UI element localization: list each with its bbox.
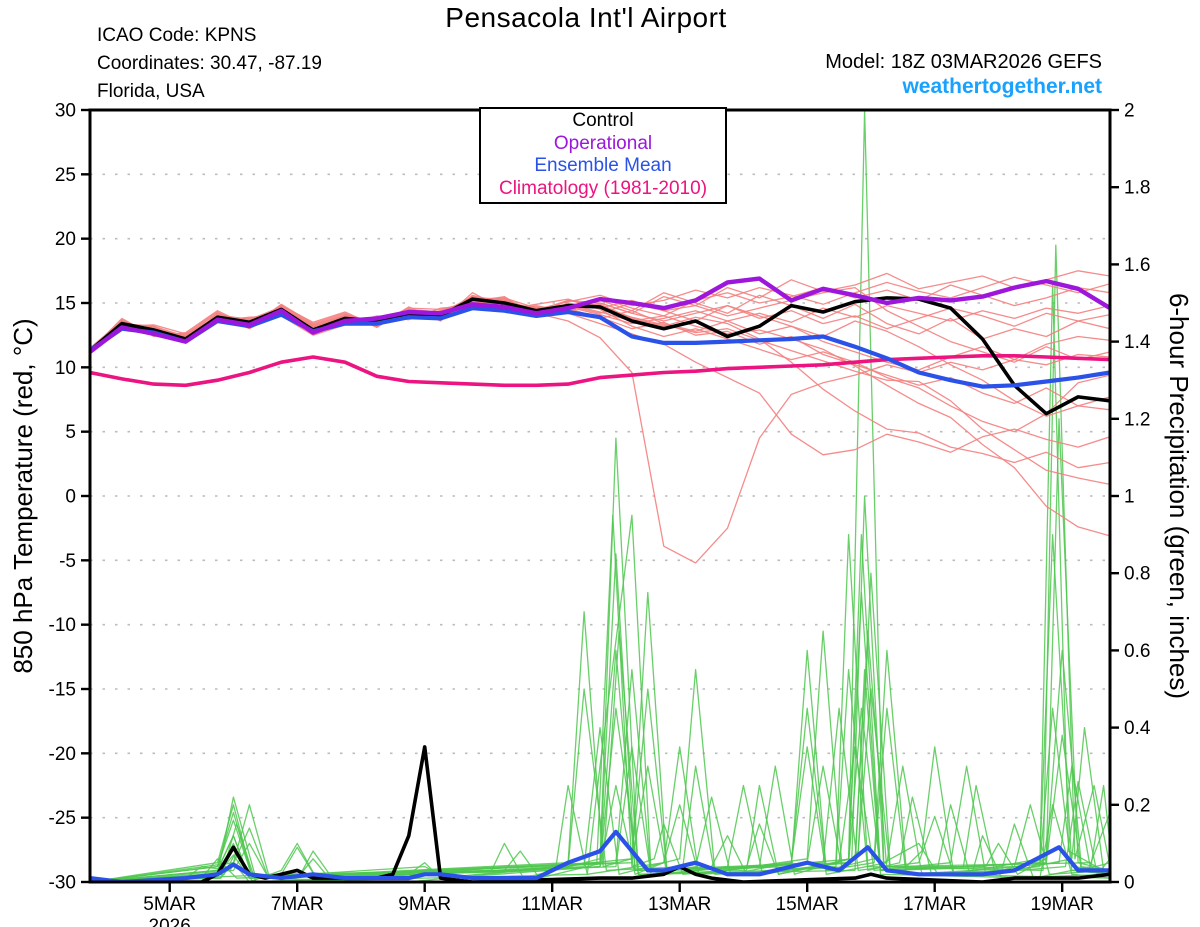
page-title: Pensacola Int'l Airport bbox=[445, 2, 727, 33]
left-tick-label: 30 bbox=[55, 101, 76, 122]
model-run-label: Model: 18Z 03MAR2026 GEFS bbox=[825, 51, 1102, 73]
precip-member-line bbox=[90, 418, 1110, 882]
left-tick-label: 25 bbox=[55, 165, 76, 186]
left-tick-label: -20 bbox=[49, 744, 76, 765]
precip-member-line bbox=[90, 591, 1110, 882]
station-coordinates: Coordinates: 30.47, -87.19 bbox=[97, 53, 322, 74]
temp-member-line bbox=[90, 299, 1110, 371]
left-tick-label: -25 bbox=[49, 808, 76, 829]
x-tick-label: 9MAR bbox=[398, 894, 451, 915]
station-info: ICAO Code: KPNS Coordinates: 30.47, -87.… bbox=[97, 22, 322, 106]
left-axis-title: 850 hPa Temperature (red, °C) bbox=[8, 318, 38, 673]
x-tick-label: 7MAR bbox=[271, 894, 324, 915]
right-tick-label: 2 bbox=[1124, 101, 1135, 122]
temp-member-line bbox=[90, 299, 1110, 486]
x-tick-label: 13MAR bbox=[648, 894, 711, 915]
right-tick-label: 0 bbox=[1124, 873, 1135, 894]
left-tick-label: -5 bbox=[59, 551, 76, 572]
left-tick-label: -15 bbox=[49, 680, 76, 701]
series-layer bbox=[90, 110, 1110, 882]
right-tick-label: 1.2 bbox=[1124, 409, 1150, 430]
precip-member-line bbox=[90, 591, 1110, 882]
left-tick-label: 15 bbox=[55, 294, 76, 315]
legend: Control Operational Ensemble Mean Climatolo… bbox=[479, 107, 727, 204]
x-tick-label: 11MAR bbox=[521, 894, 583, 915]
legend-item: Ensemble Mean bbox=[534, 155, 672, 176]
watermark-link[interactable]: weathertogether.net bbox=[902, 75, 1102, 98]
left-tick-label: 10 bbox=[55, 358, 76, 379]
precip-member-line bbox=[90, 244, 1110, 882]
x-tick-label: 17MAR bbox=[903, 894, 966, 915]
x-tick-label: 15MAR bbox=[776, 894, 839, 915]
x-tick-label: 19MAR bbox=[1031, 894, 1094, 915]
right-tick-label: 1.6 bbox=[1124, 255, 1150, 276]
right-tick-label: 0.2 bbox=[1124, 795, 1150, 816]
legend-item: Climatology (1981-2010) bbox=[498, 177, 708, 199]
legend-item: Operational bbox=[553, 132, 653, 154]
right-tick-label: 1 bbox=[1124, 487, 1135, 508]
station-region: Florida, USA bbox=[97, 81, 205, 102]
right-tick-label: 1.8 bbox=[1124, 178, 1150, 199]
right-axis-title: 6-hour Precipitation (green, inches) bbox=[1164, 293, 1194, 699]
left-tick-label: 5 bbox=[65, 422, 76, 443]
left-tick-label: 0 bbox=[65, 487, 76, 508]
temp-member-line bbox=[90, 297, 1110, 350]
precip-member-line bbox=[90, 495, 1110, 882]
climatology-line bbox=[90, 354, 1110, 388]
right-tick-label: 0.4 bbox=[1124, 718, 1151, 739]
left-tick-label: 20 bbox=[55, 229, 76, 250]
station-icao: ICAO Code: KPNS bbox=[97, 25, 257, 46]
x-tick-label: 5MAR bbox=[143, 894, 196, 915]
precip-member-line bbox=[90, 110, 1110, 882]
left-tick-label: -10 bbox=[49, 615, 76, 636]
right-tick-label: 0.8 bbox=[1124, 564, 1150, 585]
left-tick-label: -30 bbox=[49, 873, 76, 894]
operational-temp-line bbox=[90, 276, 1110, 355]
right-tick-label: 0.6 bbox=[1124, 641, 1150, 662]
temp-member-line bbox=[90, 297, 1110, 537]
x-axis-year-label: 2026 bbox=[149, 916, 191, 927]
precip-member-line bbox=[90, 669, 1110, 882]
legend-item: Control bbox=[572, 110, 634, 131]
right-tick-label: 1.4 bbox=[1124, 332, 1151, 353]
ensemble-mean-precip-line bbox=[90, 829, 1110, 882]
temp-member-line bbox=[90, 301, 1110, 564]
